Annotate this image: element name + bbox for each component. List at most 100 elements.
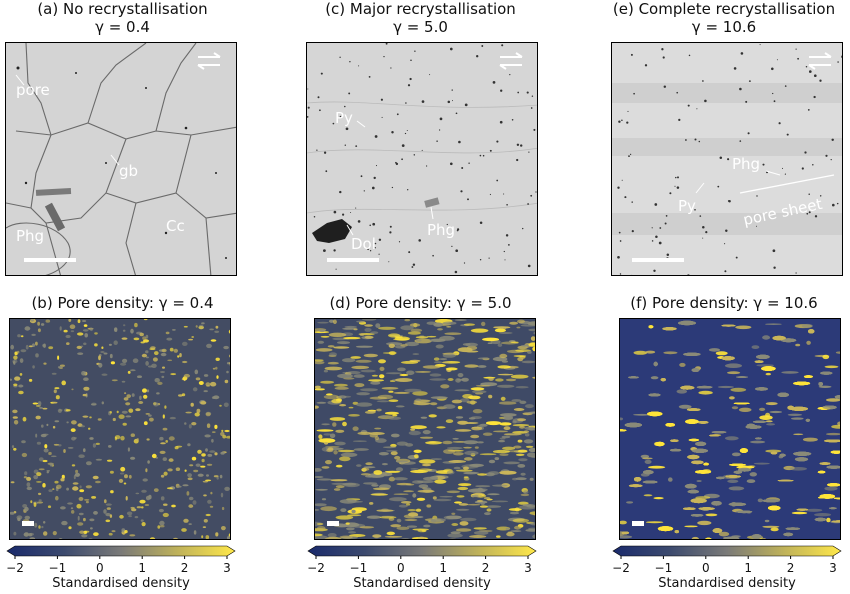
density-blob — [329, 417, 346, 421]
density-blob — [396, 518, 402, 523]
density-blob — [89, 518, 95, 522]
pore-speck — [724, 270, 727, 273]
density-blob — [655, 441, 665, 447]
density-blob — [647, 539, 664, 540]
density-blob — [67, 502, 73, 505]
density-blob — [339, 404, 347, 407]
density-blob — [32, 343, 35, 347]
panel-c-title: (c) Major recrystallisation γ = 5.0 — [298, 0, 543, 36]
pore-speck — [333, 210, 337, 214]
pore-speck — [378, 238, 382, 241]
density-blob — [413, 402, 431, 406]
density-blob — [168, 436, 175, 441]
density-blob — [442, 353, 456, 358]
density-blob — [620, 429, 627, 432]
pore-speck — [705, 231, 708, 234]
pore-speck — [317, 96, 320, 99]
density-blob — [439, 358, 448, 361]
density-blob — [520, 493, 530, 497]
density-blob — [356, 464, 362, 467]
density-blob — [356, 320, 365, 323]
density-blob — [220, 451, 225, 455]
density-blob — [374, 436, 380, 441]
density-blob — [53, 389, 57, 394]
density-blob — [147, 365, 153, 368]
density-blob — [80, 345, 84, 348]
density-blob — [76, 503, 82, 509]
density-blob — [55, 395, 60, 400]
density-blob — [373, 487, 390, 491]
density-blob — [140, 341, 145, 344]
label-py: Py — [335, 109, 353, 127]
density-blob — [822, 405, 837, 410]
density-blob — [355, 359, 372, 363]
density-blob — [92, 475, 99, 480]
density-blob — [170, 373, 177, 376]
density-blob — [24, 506, 29, 512]
density-blob — [628, 376, 639, 379]
pore-speck — [841, 55, 842, 58]
pore-speck — [458, 140, 461, 144]
colorbar-tick-label: 0 — [702, 561, 710, 575]
density-blob — [406, 370, 415, 376]
density-blob — [458, 483, 472, 487]
density-blob — [400, 344, 408, 347]
density-blob — [84, 333, 88, 338]
pore-speck — [661, 48, 664, 51]
density-blob — [139, 332, 144, 337]
density-blob — [123, 324, 126, 327]
density-blob — [35, 433, 38, 438]
density-blob — [135, 408, 141, 412]
density-blob — [14, 376, 21, 381]
density-blob — [145, 468, 148, 473]
pore-speck — [333, 249, 336, 252]
density-blob — [360, 388, 378, 392]
density-blob — [81, 534, 88, 538]
density-blob — [439, 495, 453, 498]
density-blob — [21, 440, 26, 444]
density-blob — [353, 328, 358, 331]
density-blob — [406, 503, 411, 506]
density-blob — [435, 344, 444, 349]
density-blob — [71, 464, 76, 467]
density-blob — [328, 319, 335, 323]
density-blob — [207, 499, 212, 504]
pore-speck — [533, 128, 536, 131]
density-blob — [94, 343, 98, 347]
density-blob — [42, 433, 49, 436]
density-blob — [71, 420, 77, 425]
density-blob — [378, 359, 386, 364]
density-blob — [226, 535, 230, 539]
density-blob — [146, 438, 150, 441]
density-blob — [356, 402, 373, 407]
pore-speck — [808, 211, 811, 214]
density-blob — [777, 479, 794, 482]
density-blob — [94, 332, 98, 335]
density-blob — [395, 460, 408, 463]
density-blob — [109, 514, 113, 518]
density-blob — [109, 353, 113, 359]
density-blob — [475, 392, 484, 395]
density-blob — [432, 496, 437, 500]
pore-speck — [367, 248, 369, 251]
label-dol: Dol — [351, 235, 376, 253]
density-map-gamma-5-0 — [314, 318, 536, 540]
density-blob — [467, 488, 486, 493]
density-blob — [834, 497, 840, 500]
density-blob — [169, 416, 176, 420]
density-blob — [315, 360, 325, 365]
density-blob — [434, 479, 447, 484]
density-blob — [695, 470, 712, 474]
density-blob — [527, 321, 535, 326]
density-blob — [213, 475, 219, 478]
density-blob — [42, 407, 48, 410]
density-blob — [43, 531, 48, 536]
density-blob — [83, 386, 90, 391]
density-blob — [513, 355, 527, 357]
pore-speck — [837, 61, 839, 63]
density-blob — [388, 390, 394, 393]
density-blob — [128, 408, 134, 413]
density-blob — [141, 353, 147, 358]
density-blob — [139, 499, 146, 504]
density-blob — [503, 415, 513, 420]
